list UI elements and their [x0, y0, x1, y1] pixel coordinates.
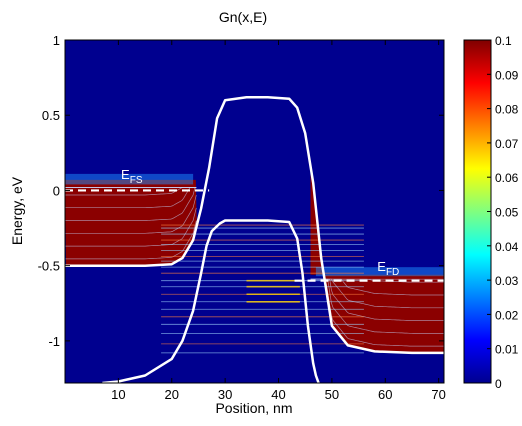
x-tick-label: 50: [325, 387, 339, 402]
conduction-band-edge-line: [65, 95, 444, 355]
annotation-efs: EFS: [121, 167, 143, 186]
y-tick-label: 0: [53, 183, 60, 198]
y-tick-label: 1: [53, 33, 60, 48]
colorbar-tick-label: 0.06: [495, 171, 519, 185]
source-fermi-tail: [65, 173, 194, 185]
drain-fringe-line: [310, 278, 444, 334]
colorbar-tick-label: 0.03: [495, 274, 519, 288]
source-fringe-line: [65, 187, 197, 196]
y-tick-label: -0.5: [38, 259, 60, 274]
colorbar-tick-label: 0.1: [495, 34, 512, 48]
y-tick-label: -1: [48, 334, 60, 349]
annotation-efd: EFD: [377, 259, 399, 278]
x-tick-label: 20: [165, 387, 179, 402]
source-fringe-line: [65, 220, 197, 260]
drain-fringe-line: [310, 278, 444, 309]
x-axis-label: Position, nm: [215, 400, 292, 416]
colorbar-tick-label: 0.02: [495, 308, 519, 322]
colorbar-tick-label: 0.08: [495, 103, 519, 117]
source-occupied-region: [65, 179, 197, 266]
chart-title: Gn(x,E): [219, 9, 267, 25]
x-tick-label: 10: [111, 387, 125, 402]
source-fringe-line: [65, 195, 197, 234]
colorbar-tick-label: 0.09: [495, 68, 519, 82]
source-fringe-line: [65, 187, 197, 221]
colorbar-tick-label: 0.05: [495, 206, 519, 220]
plot-frame: [64, 39, 445, 384]
colorbar: 0.1 0.09 0.08 0.07 0.06 0.05 0.04 0.03 0.02 0.01 0: [463, 34, 519, 391]
drain-fermi-tail: [315, 267, 444, 277]
y-axis: 1 0.5 0 -0.5 -1: [38, 33, 444, 349]
drain-occupied-region: [310, 166, 444, 353]
x-tick-label: 40: [271, 387, 285, 402]
y-axis-label: Energy, eV: [9, 176, 25, 245]
colorbar-gradient: [463, 39, 492, 384]
source-fringe-line: [65, 187, 197, 209]
colorbar-tick-label: 0.07: [495, 137, 519, 151]
x-tick-label: 30: [218, 387, 232, 402]
heatmap-area: [65, 40, 444, 383]
x-tick-label: 60: [378, 387, 392, 402]
colorbar-tick-label: 0: [495, 377, 502, 391]
x-tick-label: 70: [431, 387, 445, 402]
valence-band-edge-line: [102, 219, 320, 383]
drain-fringe-line: [310, 278, 444, 347]
y-tick-label: 0.5: [42, 108, 60, 123]
colorbar-tick-label: 0.01: [495, 343, 519, 357]
source-fringe-line: [65, 207, 197, 247]
x-axis: 10 20 30 40 50 60 70: [111, 40, 446, 402]
colorbar-tick-label: 0.04: [495, 240, 519, 254]
